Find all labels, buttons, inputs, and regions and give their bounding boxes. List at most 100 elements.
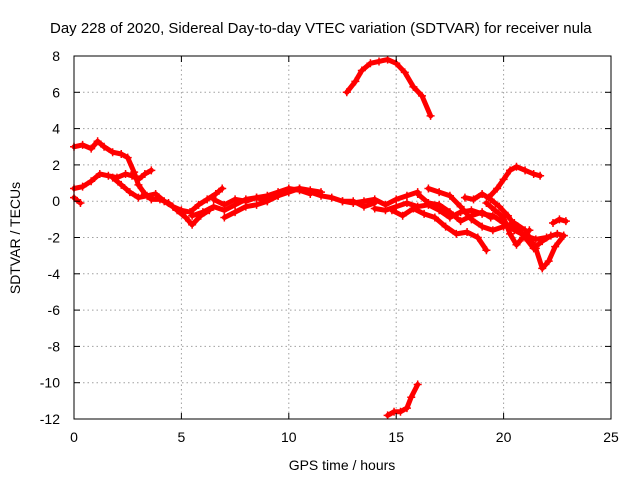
series-arc-7	[220, 184, 326, 222]
data-point	[435, 200, 444, 209]
data-point	[559, 231, 568, 240]
data-point	[478, 189, 487, 198]
y-tick-label: 0	[52, 193, 60, 209]
data-point	[546, 231, 555, 240]
data-point	[95, 169, 104, 178]
data-point	[426, 111, 435, 120]
series-line	[221, 186, 324, 220]
data-point	[445, 208, 454, 217]
data-point	[409, 204, 418, 213]
data-point	[134, 193, 143, 202]
x-tick-label: 10	[281, 429, 297, 445]
data-point	[181, 213, 190, 222]
data-point	[486, 213, 495, 222]
series-arc-18	[383, 380, 422, 420]
data-point	[413, 380, 422, 389]
data-point	[538, 237, 547, 246]
data-point	[521, 166, 530, 175]
data-point	[506, 229, 515, 238]
data-point	[392, 195, 401, 204]
chart-title: Day 228 of 2020, Sidereal Day-to-day VTE…	[50, 20, 592, 37]
series-line	[389, 206, 489, 253]
data-point	[100, 142, 109, 151]
data-point	[147, 166, 156, 175]
data-point	[400, 68, 409, 77]
data-point	[478, 222, 487, 231]
data-point	[160, 197, 169, 206]
data-point	[151, 189, 160, 198]
data-point	[463, 228, 472, 237]
data-point	[263, 197, 272, 206]
data-point	[220, 213, 229, 222]
data-point	[561, 217, 570, 226]
series-line	[110, 175, 225, 215]
data-point	[460, 193, 469, 202]
data-point	[78, 182, 87, 191]
y-tick-label: 2	[52, 157, 60, 173]
data-point	[317, 188, 326, 197]
data-point	[392, 202, 401, 211]
y-tick-label: -10	[40, 375, 60, 391]
data-point	[544, 257, 553, 266]
series-arc-14	[484, 162, 545, 202]
data-point	[536, 171, 545, 180]
series-arc-10	[387, 204, 491, 255]
data-point	[220, 200, 229, 209]
data-point	[482, 199, 491, 208]
data-point	[140, 169, 149, 178]
data-point	[231, 195, 240, 204]
data-point	[529, 169, 538, 178]
data-point	[194, 200, 203, 209]
data-point	[134, 175, 143, 184]
data-point	[456, 202, 465, 211]
data-point	[495, 202, 504, 211]
data-point	[327, 193, 336, 202]
data-point	[306, 186, 315, 195]
data-point	[370, 195, 379, 204]
data-point	[188, 220, 197, 229]
data-point	[493, 184, 502, 193]
data-point	[123, 153, 132, 162]
y-axis-label: SDTVAR / TECUs	[7, 182, 23, 294]
data-point	[396, 407, 405, 416]
series-arc-16	[549, 215, 570, 227]
data-point	[211, 189, 220, 198]
data-point	[117, 150, 126, 159]
data-point	[452, 229, 461, 238]
x-axis-label: GPS time / hours	[289, 457, 396, 473]
x-tick-label: 5	[178, 429, 186, 445]
data-point	[76, 199, 85, 208]
data-point	[127, 171, 136, 180]
y-tick-label: 6	[52, 84, 60, 100]
data-point	[525, 226, 534, 235]
data-point	[435, 188, 444, 197]
data-point	[402, 199, 411, 208]
y-tick-label: -8	[48, 338, 61, 354]
data-point	[413, 189, 422, 198]
data-point	[473, 233, 482, 242]
series-arc-15	[482, 199, 534, 249]
data-point	[188, 211, 197, 220]
data-point	[445, 191, 454, 200]
data-point	[499, 175, 508, 184]
data-point	[87, 177, 96, 186]
y-tick-label: -12	[40, 411, 60, 427]
data-point	[383, 411, 392, 420]
data-point	[553, 229, 562, 238]
data-point	[518, 233, 527, 242]
data-point	[499, 213, 508, 222]
data-point	[549, 218, 558, 227]
data-point	[252, 200, 261, 209]
data-point	[456, 217, 465, 226]
data-point	[491, 206, 500, 215]
data-point	[87, 144, 96, 153]
data-point	[177, 206, 186, 215]
data-point	[484, 193, 493, 202]
data-point	[209, 195, 218, 204]
data-point	[441, 222, 450, 231]
data-point	[338, 197, 347, 206]
grid	[74, 56, 611, 419]
data-point	[398, 211, 407, 220]
data-point	[529, 244, 538, 253]
